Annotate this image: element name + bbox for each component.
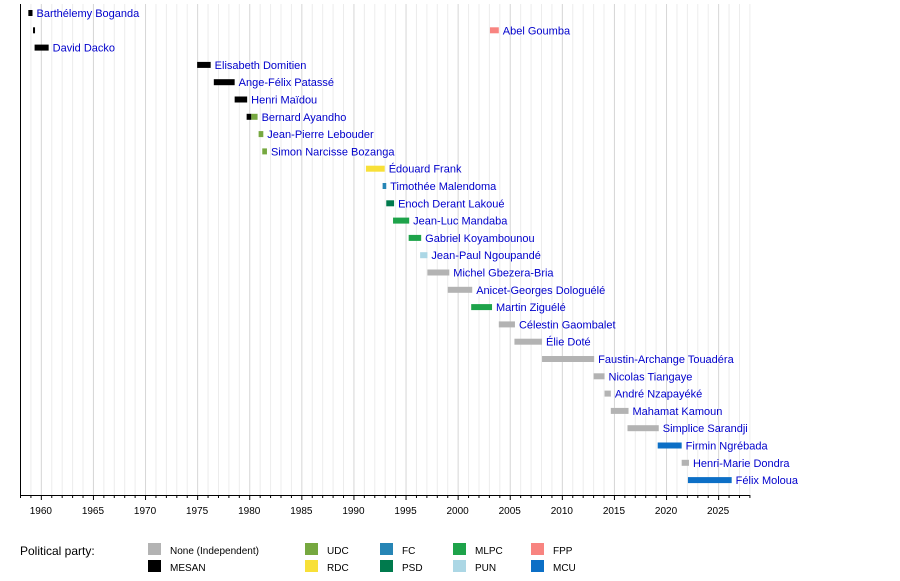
legend-swatch: [531, 560, 544, 572]
prime-minister-label[interactable]: Jean-Pierre Lebouder: [267, 129, 374, 141]
legend-swatch: [380, 560, 393, 572]
grid: [30, 4, 751, 495]
term-bar: [627, 425, 659, 432]
legend-swatch: [380, 543, 393, 555]
prime-minister-label[interactable]: Enoch Derant Lakoué: [398, 198, 504, 210]
term-bar: [34, 44, 49, 51]
prime-minister-label[interactable]: Gabriel Koyambounou: [425, 233, 534, 245]
term-bar: [197, 61, 211, 68]
prime-minister-label[interactable]: Élie Doté: [546, 336, 591, 349]
prime-minister-label[interactable]: Michel Gbezera-Bria: [453, 268, 554, 280]
term-bar: [234, 96, 248, 103]
legend-label: UDC: [327, 546, 349, 557]
prime-minister-label[interactable]: Ange-Félix Patassé: [239, 77, 334, 89]
prime-minister-label[interactable]: Abel Goumba: [503, 25, 571, 37]
prime-minister-label[interactable]: Simon Narcisse Bozanga: [271, 146, 395, 158]
term-bar: [251, 113, 258, 120]
legend-label: MESAN: [170, 563, 206, 574]
term-bar: [489, 27, 499, 34]
term-bar: [365, 165, 385, 172]
x-tick-label: 1965: [82, 506, 105, 517]
term-bar: [393, 217, 410, 224]
prime-minister-label[interactable]: Édouard Frank: [389, 163, 462, 176]
legend-label: FC: [402, 546, 415, 557]
legend-label: PSD: [402, 563, 423, 574]
legend-label: PUN: [475, 563, 496, 574]
x-tick-label: 1980: [238, 506, 261, 517]
term-bar: [604, 390, 611, 397]
term-bar: [262, 148, 267, 155]
prime-minister-label[interactable]: Timothée Malendoma: [390, 181, 497, 193]
x-tick-label: 1995: [394, 506, 417, 517]
x-tick-label: 2025: [707, 506, 730, 517]
x-tick-label: 1960: [30, 506, 53, 517]
prime-minister-label[interactable]: Henri-Marie Dondra: [693, 458, 790, 470]
prime-minister-label[interactable]: Mahamat Kamoun: [633, 406, 723, 418]
x-tick-label: 2020: [655, 506, 678, 517]
prime-minister-label[interactable]: Martin Ziguélé: [496, 302, 566, 314]
x-tick-label: 2015: [603, 506, 626, 517]
legend-label: MCU: [553, 563, 576, 574]
legend-label: FPP: [553, 546, 573, 557]
term-bar: [687, 477, 732, 484]
x-tick-label: 1990: [342, 506, 365, 517]
prime-minister-label[interactable]: Félix Moloua: [736, 475, 799, 487]
legend-title: Political party:: [20, 544, 95, 558]
legend-label: RDC: [327, 563, 349, 574]
prime-minister-label[interactable]: Simplice Sarandji: [663, 423, 748, 435]
prime-minister-label[interactable]: Bernard Ayandho: [262, 112, 347, 124]
bars: Barthélemy Boganda Abel Goumba David Dacko…: [28, 8, 799, 487]
term-bar: [213, 79, 235, 86]
prime-minister-label[interactable]: Barthélemy Boganda: [37, 8, 141, 20]
legend-label: None (Independent): [170, 546, 259, 557]
term-bar: [258, 131, 264, 138]
prime-minister-label[interactable]: Elisabeth Domitien: [215, 60, 307, 72]
x-tick-label: 1985: [290, 506, 313, 517]
prime-minister-label[interactable]: Célestin Gaombalet: [519, 319, 616, 331]
prime-minister-label[interactable]: Anicet-Georges Dologuélé: [476, 285, 605, 297]
term-bar: [386, 200, 395, 207]
prime-minister-label[interactable]: Faustin-Archange Touadéra: [598, 354, 734, 366]
term-bar: [681, 459, 689, 466]
term-bar: [420, 252, 428, 259]
legend-swatch: [531, 543, 544, 555]
prime-minister-label[interactable]: Nicolas Tiangaye: [609, 371, 693, 383]
term-bar: [471, 304, 493, 311]
x-tick-label: 1975: [186, 506, 209, 517]
x-axis: 1960 1965 1970 1975 1980 1985 1990 1995 2000 2005…: [20, 4, 751, 517]
prime-minister-label[interactable]: David Dacko: [53, 43, 115, 55]
term-bar: [542, 356, 595, 362]
legend-swatch: [453, 560, 466, 572]
x-tick-label: 2010: [551, 506, 574, 517]
term-bar: [610, 407, 629, 414]
legend: Political party: None (Independent) MESAN…: [20, 543, 576, 574]
term-bar: [28, 10, 33, 16]
term-bar: [593, 373, 605, 380]
term-bar: [657, 442, 682, 449]
prime-minister-label[interactable]: Jean-Luc Mandaba: [413, 216, 508, 228]
term-bar: [447, 286, 473, 293]
prime-minister-label[interactable]: Jean-Paul Ngoupandé: [431, 250, 540, 262]
x-tick-label: 1970: [134, 506, 157, 517]
term-bar: [498, 321, 515, 328]
term-bar: [408, 234, 422, 241]
legend-swatch: [305, 543, 318, 555]
term-bar: [382, 183, 387, 189]
prime-minister-label[interactable]: André Nzapayéké: [615, 389, 702, 401]
term-bar: [246, 113, 252, 120]
legend-swatch: [148, 543, 161, 555]
x-tick-label: 2005: [499, 506, 522, 517]
prime-minister-label[interactable]: Firmin Ngrébada: [686, 441, 769, 453]
term-bar: [514, 338, 543, 345]
legend-label: MLPC: [475, 546, 503, 557]
legend-swatch: [148, 560, 161, 572]
prime-minister-label[interactable]: Henri Maïdou: [251, 95, 317, 107]
x-tick-label: 2000: [447, 506, 470, 517]
term-bar: [33, 27, 36, 34]
term-bar: [427, 269, 450, 276]
legend-swatch: [453, 543, 466, 555]
legend-swatch: [305, 560, 318, 572]
